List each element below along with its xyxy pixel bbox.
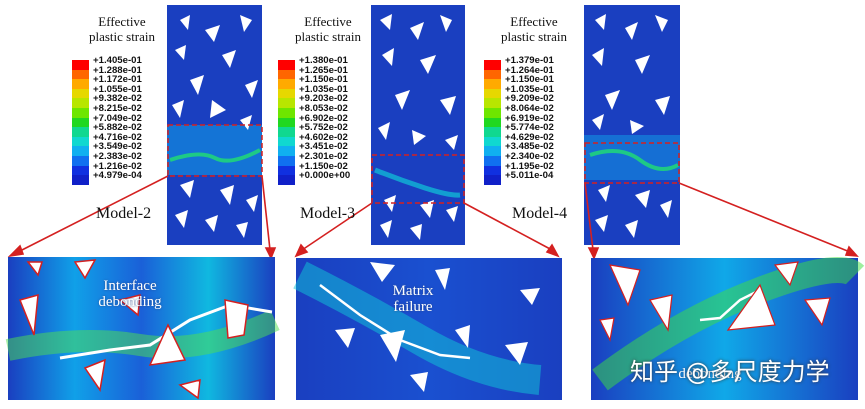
model-3-label: Model-3: [300, 205, 356, 222]
zoom-panel-model-4: [591, 257, 865, 400]
color-scale-swatch: [72, 79, 89, 89]
legend-values: +1.405e-01 +1.288e-01 +1.172e-01 +1.055e…: [93, 55, 142, 182]
color-scale-swatch: [278, 136, 295, 147]
model-2-label: Model-2: [96, 205, 152, 222]
color-scale-swatch: [278, 117, 295, 128]
model-2-strip: [167, 5, 263, 245]
color-scale-swatch: [484, 107, 501, 118]
color-scale-swatch: [278, 127, 295, 137]
color-scale-swatch: [484, 175, 501, 185]
color-scale-swatch: [278, 60, 295, 70]
color-scale-swatch: [278, 69, 295, 80]
color-scale-swatch: [72, 98, 89, 108]
model-4-strip: [584, 5, 680, 245]
color-scale-swatch: [484, 127, 501, 137]
color-scale-swatch: [72, 60, 89, 70]
color-scale-swatch: [484, 88, 501, 99]
color-scale-swatch: [72, 165, 89, 176]
zoom-arrows: [7, 175, 859, 260]
color-scale-swatch: [72, 175, 89, 185]
color-scale-bar: [484, 60, 501, 185]
zoom-panel-model-3: [293, 258, 562, 400]
color-scale-swatch: [72, 107, 89, 118]
legend-title: Effective plastic strain: [294, 14, 362, 44]
color-scale-swatch: [278, 165, 295, 176]
color-scale-swatch: [484, 155, 501, 166]
color-scale-swatch: [484, 69, 501, 80]
color-scale-swatch: [72, 117, 89, 128]
color-scale-swatch: [484, 165, 501, 176]
zoom-panel-model-2: [5, 257, 280, 400]
model-3-strip: [371, 5, 465, 245]
legend-title: Effective plastic strain: [88, 14, 156, 44]
legend-title: Effective plastic strain: [500, 14, 568, 44]
legend-model-3: Effective plastic strain +1.380e-01 +1.2…: [278, 14, 428, 185]
color-scale-swatch: [278, 155, 295, 166]
color-scale-swatch: [484, 136, 501, 147]
color-scale-swatch: [72, 155, 89, 166]
color-scale-swatch: [72, 127, 89, 137]
legend-model-4: Effective plastic strain +1.379e-01 +1.2…: [484, 14, 634, 185]
color-scale-swatch: [72, 136, 89, 147]
color-scale-swatch: [484, 146, 501, 156]
color-scale-swatch: [278, 98, 295, 108]
color-scale-swatch: [278, 146, 295, 156]
color-scale-swatch: [484, 117, 501, 128]
color-scale-swatch: [278, 79, 295, 89]
color-scale-swatch: [72, 146, 89, 156]
color-scale-swatch: [484, 79, 501, 89]
color-scale-swatch: [72, 88, 89, 99]
legend-model-2: Effective plastic strain +1.405e-01 +1.2…: [72, 14, 222, 185]
color-scale-swatch: [484, 60, 501, 70]
color-scale-swatch: [278, 175, 295, 185]
color-scale-bar: [72, 60, 89, 185]
color-scale-bar: [278, 60, 295, 185]
legend-values: +1.379e-01 +1.264e-01 +1.150e-01 +1.035e…: [505, 55, 554, 182]
color-scale-swatch: [278, 107, 295, 118]
legend-values: +1.380e-01 +1.265e-01 +1.150e-01 +1.035e…: [299, 55, 351, 182]
color-scale-swatch: [278, 88, 295, 99]
color-scale-swatch: [72, 69, 89, 80]
watermark-text: 知乎 @多尺度力学: [630, 358, 830, 386]
color-scale-swatch: [484, 98, 501, 108]
annotation-debonding: debonding: [678, 366, 742, 382]
model-4-label: Model-4: [512, 205, 568, 222]
annotation-matrix-failure: Matrix failure: [392, 283, 434, 315]
annotation-interface-debonding: Interface debonding: [98, 278, 162, 310]
